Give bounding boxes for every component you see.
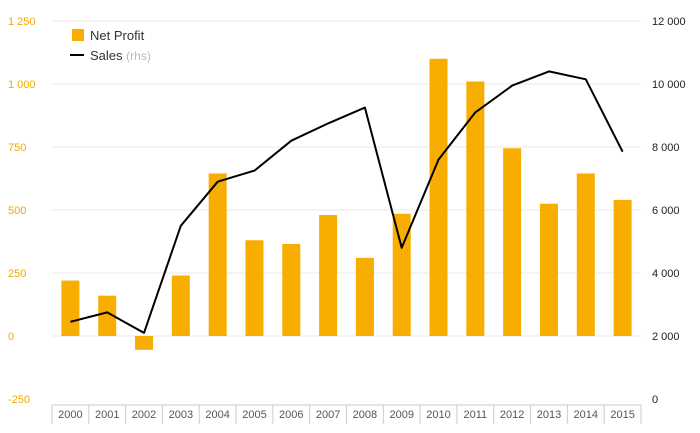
x-tick-label-2013: 2013 bbox=[537, 409, 561, 421]
bar-net-profit-2014 bbox=[576, 173, 595, 336]
legend-label-sales: Sales (rhs) bbox=[90, 48, 151, 63]
x-tick-label-2000: 2000 bbox=[58, 409, 82, 421]
x-tick-label-2012: 2012 bbox=[500, 409, 524, 421]
right-axis-ticks: 0 2 000 4 000 6 000 8 000 10 000 12 000 bbox=[652, 16, 686, 406]
left-tick-label: 1 250 bbox=[8, 16, 36, 28]
net-profit-bars bbox=[61, 58, 632, 350]
x-tick-label-2009: 2009 bbox=[389, 409, 413, 421]
bar-net-profit-2001 bbox=[98, 295, 117, 336]
left-axis-ticks: -250 0 250 500 750 1 000 1 250 bbox=[8, 16, 36, 406]
bar-net-profit-2010 bbox=[429, 58, 448, 337]
bar-net-profit-2002 bbox=[135, 336, 154, 350]
left-tick-label: 1 000 bbox=[8, 79, 36, 91]
legend: Net Profit Sales (rhs) bbox=[70, 28, 151, 63]
bar-net-profit-2006 bbox=[282, 244, 301, 336]
bar-net-profit-2011 bbox=[466, 81, 485, 336]
x-tick-label-2004: 2004 bbox=[205, 409, 229, 421]
x-tick-label-2003: 2003 bbox=[169, 409, 193, 421]
x-tick-label-2007: 2007 bbox=[316, 409, 340, 421]
legend-label-sales-suffix: (rhs) bbox=[126, 49, 151, 63]
legend-label-net-profit: Net Profit bbox=[90, 28, 145, 43]
right-tick-label: 4 000 bbox=[652, 268, 680, 280]
bar-net-profit-2015 bbox=[613, 199, 632, 336]
right-tick-label: 2 000 bbox=[652, 331, 680, 343]
right-tick-label: 0 bbox=[652, 394, 658, 406]
right-tick-label: 6 000 bbox=[652, 205, 680, 217]
right-tick-label: 10 000 bbox=[652, 79, 686, 91]
bar-net-profit-2008 bbox=[355, 257, 374, 336]
bar-net-profit-2004 bbox=[208, 173, 227, 336]
x-tick-label-2006: 2006 bbox=[279, 409, 303, 421]
sales-line bbox=[70, 70, 624, 334]
left-tick-label: 0 bbox=[8, 331, 14, 343]
bar-net-profit-2012 bbox=[503, 148, 522, 336]
left-tick-label: 250 bbox=[8, 268, 26, 280]
x-tick-label-2011: 2011 bbox=[464, 409, 488, 421]
legend-label-sales-name: Sales bbox=[90, 48, 123, 63]
bar-net-profit-2003 bbox=[171, 275, 190, 336]
bar-net-profit-2013 bbox=[539, 203, 558, 336]
left-tick-label: 750 bbox=[8, 142, 26, 154]
x-tick-label-2001: 2001 bbox=[95, 409, 119, 421]
bar-net-profit-2009 bbox=[392, 213, 411, 336]
bar-net-profit-2000 bbox=[61, 280, 80, 336]
x-tick-label-2015: 2015 bbox=[610, 409, 634, 421]
x-tick-label-2002: 2002 bbox=[132, 409, 156, 421]
bar-net-profit-2005 bbox=[245, 240, 264, 336]
left-tick-label: 500 bbox=[8, 205, 26, 217]
x-tick-label-2008: 2008 bbox=[353, 409, 377, 421]
x-axis: 2000 2001 2002 2003 2004 2005 2006 2007 2008 2009… bbox=[51, 404, 642, 424]
sales-line-group bbox=[70, 70, 624, 334]
left-tick-label: -250 bbox=[8, 394, 30, 406]
x-tick-label-2014: 2014 bbox=[574, 409, 598, 421]
legend-swatch-net-profit bbox=[72, 29, 84, 41]
x-tick-label-2010: 2010 bbox=[426, 409, 450, 421]
x-tick-label-2005: 2005 bbox=[242, 409, 266, 421]
right-tick-label: 8 000 bbox=[652, 142, 680, 154]
bar-net-profit-2007 bbox=[319, 215, 338, 336]
right-tick-label: 12 000 bbox=[652, 16, 686, 28]
